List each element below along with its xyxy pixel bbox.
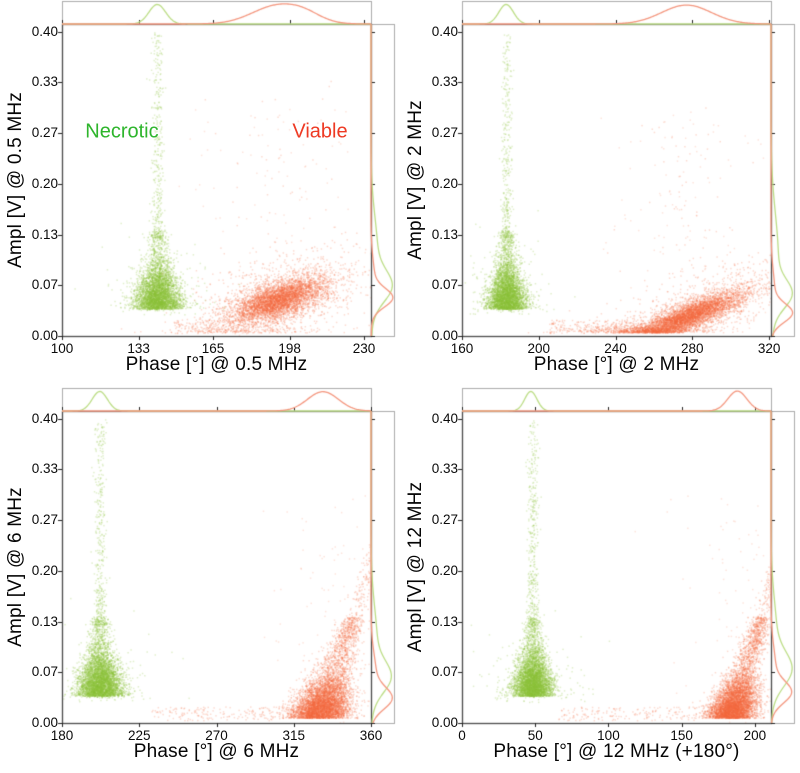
x-tick-label: 320 <box>757 341 781 356</box>
x-tick-label: 360 <box>359 728 383 743</box>
y-tick-label: 0.27 <box>431 512 458 528</box>
y-tick-label: 0.27 <box>31 512 58 528</box>
y-tick-label: 0.00 <box>431 328 458 343</box>
y-tick-label: 0.27 <box>31 125 58 141</box>
x-tick-label: 100 <box>50 341 74 356</box>
y-tick-label: 0.13 <box>431 226 458 242</box>
y-tick-label: 0.07 <box>31 277 58 293</box>
x-axis-label: Phase [°] @ 12 MHz (+180°) <box>493 741 740 762</box>
subplot-12mhz: Ampl [V] @ 12 MHz Phase [°] @ 12 MHz (+1… <box>400 387 800 773</box>
x-tick-label: 280 <box>681 341 704 356</box>
x-tick-label: 240 <box>604 341 627 356</box>
x-tick-label: 160 <box>450 341 474 356</box>
y-tick-label: 0.13 <box>431 613 458 629</box>
y-tick-label: 0.13 <box>31 226 58 242</box>
annotation-viable: Viable <box>292 120 348 143</box>
y-tick-label: 0.00 <box>31 328 58 343</box>
subplot-6mhz: Ampl [V] @ 6 MHz Phase [°] @ 6 MHz 180 22… <box>0 387 400 773</box>
y-tick-label: 0.40 <box>31 23 58 39</box>
y-tick-label: 0.20 <box>431 175 458 191</box>
x-tick-label: 0 <box>458 728 466 743</box>
y-tick-label: 0.33 <box>431 74 458 90</box>
y-tick-label: 0.27 <box>431 125 458 141</box>
y-tick-label: 0.33 <box>431 461 458 477</box>
x-tick-label: 200 <box>527 341 551 356</box>
plot-canvas-0.5mhz <box>0 0 400 386</box>
plot-canvas-6mhz <box>0 387 400 773</box>
y-tick-label: 0.07 <box>431 277 458 293</box>
x-tick-label: 133 <box>127 341 150 356</box>
x-tick-label: 50 <box>527 728 543 743</box>
x-tick-label: 270 <box>205 728 228 743</box>
annotation-necrotic: Necrotic <box>85 120 159 143</box>
y-tick-label: 0.20 <box>31 562 58 578</box>
y-tick-label: 0.13 <box>31 613 58 629</box>
x-axis-label: Phase [°] @ 2 MHz <box>533 354 700 375</box>
x-axis-label: Phase [°] @ 6 MHz <box>133 741 300 762</box>
x-tick-label: 315 <box>282 728 306 743</box>
y-tick-label: 0.00 <box>431 715 458 730</box>
y-tick-label: 0.33 <box>31 461 58 477</box>
y-tick-label: 0.20 <box>431 562 458 578</box>
subplot-2mhz: Ampl [V] @ 2 MHz Phase [°] @ 2 MHz 160 20… <box>400 0 800 386</box>
x-tick-label: 100 <box>597 728 620 743</box>
x-tick-label: 225 <box>127 728 151 743</box>
x-tick-label: 200 <box>743 728 767 743</box>
y-tick-label: 0.40 <box>431 23 458 39</box>
x-tick-label: 165 <box>201 341 225 356</box>
y-tick-label: 0.07 <box>431 664 458 680</box>
plot-canvas-2mhz <box>400 0 800 386</box>
y-tick-label: 0.33 <box>31 74 58 90</box>
subplot-0.5mhz: Ampl [V] @ 0.5 MHz Phase [°] @ 0.5 MHz 1… <box>0 0 400 386</box>
x-tick-label: 180 <box>50 728 74 743</box>
x-tick-label: 150 <box>670 728 693 743</box>
x-tick-label: 230 <box>352 341 376 356</box>
plot-canvas-12mhz <box>400 387 800 773</box>
y-tick-label: 0.07 <box>31 664 58 680</box>
y-tick-label: 0.20 <box>31 175 58 191</box>
y-tick-label: 0.40 <box>431 410 458 426</box>
x-tick-label: 198 <box>278 341 301 356</box>
y-tick-label: 0.00 <box>31 715 58 730</box>
x-axis-label: Phase [°] @ 0.5 MHz <box>125 354 308 375</box>
y-tick-label: 0.40 <box>31 410 58 426</box>
